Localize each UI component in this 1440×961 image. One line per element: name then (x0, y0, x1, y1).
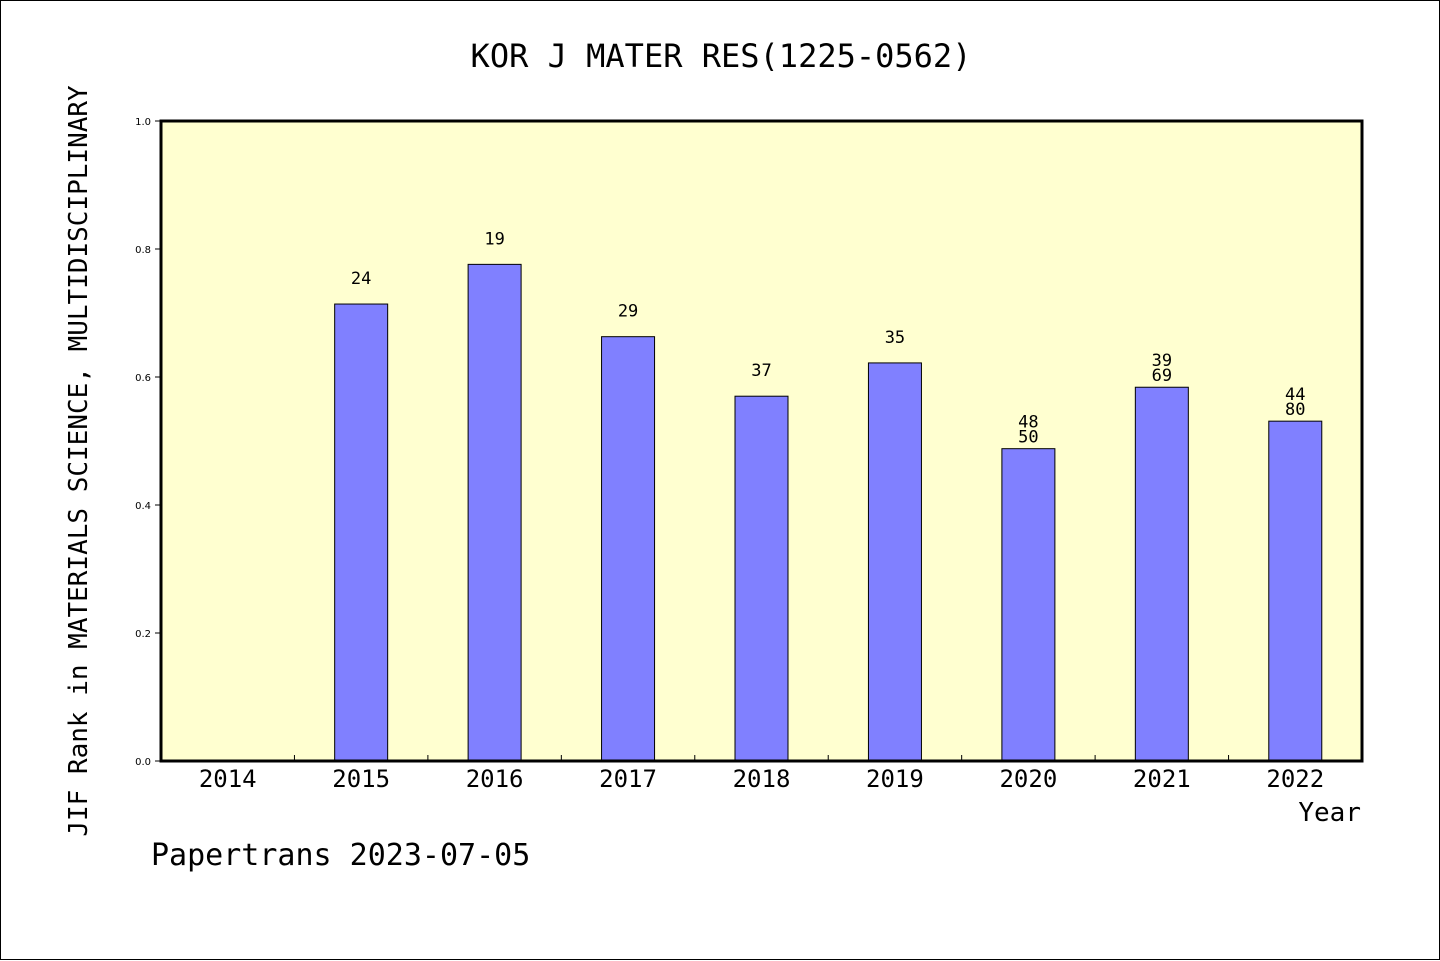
x-tick-label: 2016 (466, 765, 524, 793)
bar-data-label: 48 (1018, 413, 1038, 433)
bar-data-label: 80 (1285, 400, 1305, 420)
bar-data-label: 50 (1018, 428, 1038, 448)
x-tick-label: 2018 (733, 765, 791, 793)
bar-data-label: 19 (484, 229, 504, 249)
bar-data-label: 44 (1285, 385, 1305, 405)
y-tick-label: 0.6 (135, 373, 151, 384)
bar-data-label: 24 (351, 269, 371, 289)
bar (1268, 420, 1323, 762)
x-tick-label: 2022 (1266, 765, 1324, 793)
bar (334, 303, 389, 762)
bar-data-label: 35 (885, 328, 905, 348)
bar (1134, 386, 1189, 762)
x-tick-label: 2014 (199, 765, 257, 793)
bar-data-label: 37 (751, 361, 771, 381)
x-tick-label: 2015 (332, 765, 390, 793)
bar-data-label: 39 (1152, 351, 1172, 371)
bar (601, 336, 656, 762)
y-tick-label: 1.0 (135, 117, 151, 128)
y-axis-label: JIF Rank in MATERIALS SCIENCE, MULTIDISC… (64, 85, 94, 837)
y-tick-label: 0.8 (135, 245, 151, 256)
x-tick-label: 2019 (866, 765, 924, 793)
bar (1001, 448, 1056, 762)
footer-credit: Papertrans 2023-07-05 (151, 838, 530, 873)
bar (467, 263, 522, 762)
x-tick-label: 2020 (999, 765, 1057, 793)
chart-title: KOR J MATER RES(1225-0562) (471, 37, 972, 75)
x-tick-label: 2017 (599, 765, 657, 793)
x-tick-group: 2014 2015 2016 2017 2018 2019 2020 2021 2022 (199, 755, 1324, 793)
y-tick-label: 0.4 (135, 501, 151, 512)
bar (867, 362, 922, 762)
x-tick-label: 2021 (1133, 765, 1191, 793)
bar-data-label: 69 (1152, 366, 1172, 386)
y-tick-group: 0.0 0.2 0.4 0.6 0.8 1.0 (135, 117, 161, 768)
bar-data-label: 29 (618, 302, 638, 322)
x-axis-label: Year (1298, 798, 1361, 828)
y-tick-label: 0.2 (135, 629, 151, 640)
bar (734, 395, 789, 762)
y-tick-label: 0.0 (135, 757, 151, 768)
plot-border (159, 119, 1364, 763)
